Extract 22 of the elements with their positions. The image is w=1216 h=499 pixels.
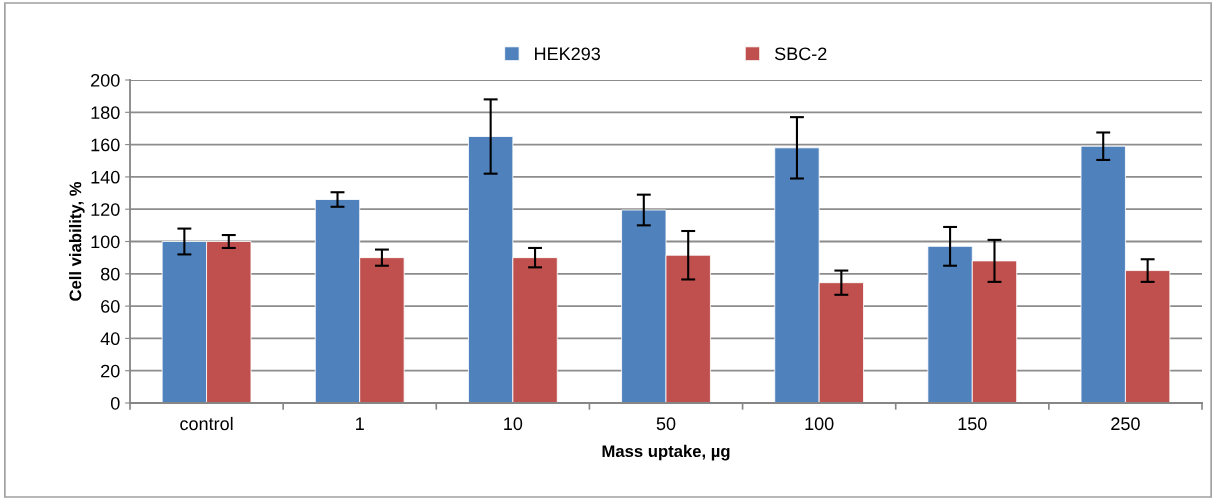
x-tick-label: 250 <box>1111 417 1140 431</box>
x-tick-label: 150 <box>958 417 987 431</box>
y-tick-label: 120 <box>91 203 120 216</box>
y-tick-label: 100 <box>91 235 120 249</box>
y-axis-title: Cell viability, % <box>69 181 85 301</box>
y-tick-label: 180 <box>91 106 120 120</box>
x-tick-label: 10 <box>504 417 523 431</box>
x-tick-label: 100 <box>805 417 834 431</box>
y-tick-label: 140 <box>91 170 120 184</box>
x-tick-label: 1 <box>356 417 364 430</box>
y-tick-label: 60 <box>101 300 120 313</box>
x-tick-label: 50 <box>656 417 676 431</box>
y-tick-label: 200 <box>91 73 120 87</box>
y-tick-label: 40 <box>100 332 120 346</box>
y-tick-label: 80 <box>100 267 120 281</box>
y-tick-label: 20 <box>101 364 120 378</box>
x-axis-title: Mass uptake, µg <box>602 444 730 461</box>
x-tick-label: control <box>180 416 233 431</box>
legend-label: HEK293 <box>535 47 601 61</box>
y-tick-label: 160 <box>91 138 120 152</box>
legend-label: SBC-2 <box>774 47 827 61</box>
y-tick-label: 0 <box>110 396 120 410</box>
